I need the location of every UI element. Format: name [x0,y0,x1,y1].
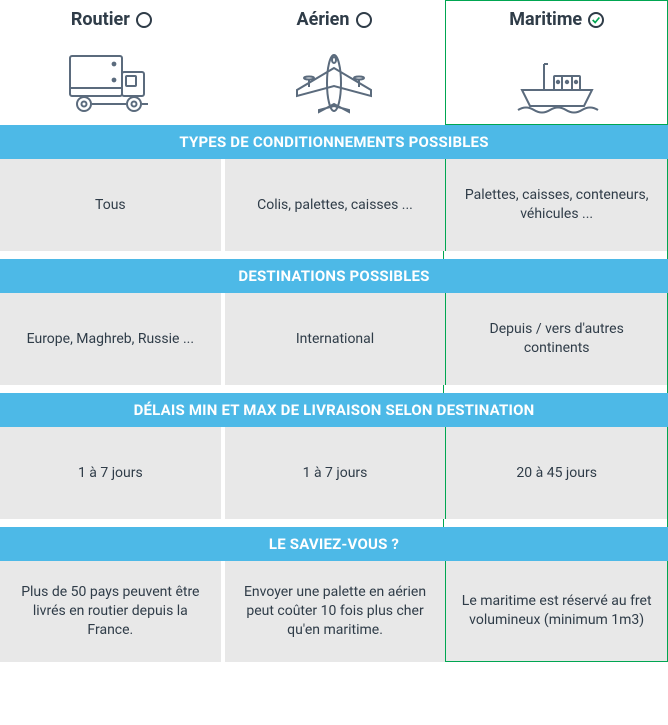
shipping-mode-comparison: Routier [0,0,668,662]
cell-aerien: 1 à 7 jours [221,427,446,519]
cell-maritime: 20 à 45 jours [445,427,668,519]
table-row: 1 à 7 jours 1 à 7 jours 20 à 45 jours [0,427,668,519]
tab-header: Maritime [509,9,604,30]
cell-aerien: Colis, palettes, caisses ... [221,159,446,251]
ship-icon [512,44,602,116]
section-header-delais: DÉLAIS MIN ET MAX DE LIVRAISON SELON DES… [0,393,668,427]
spacer [0,519,668,527]
table-row: Europe, Maghreb, Russie ... Internationa… [0,293,668,385]
cell-maritime: Le maritime est réservé au fret volumine… [445,561,668,662]
tab-header: Aérien [297,9,372,30]
tab-label: Routier [71,9,130,30]
cell-routier: Plus de 50 pays peuvent être livrés en r… [0,561,221,662]
spacer [0,251,668,259]
tab-label: Maritime [509,9,582,30]
radio-unchecked-icon [356,12,372,28]
tab-label: Aérien [297,9,350,30]
cell-routier: 1 à 7 jours [0,427,221,519]
tab-routier[interactable]: Routier [0,0,223,125]
cell-routier: Tous [0,159,221,251]
tabs-row: Routier [0,0,668,125]
table-row: Plus de 50 pays peuvent être livrés en r… [0,561,668,662]
tab-aerien[interactable]: Aérien [223,0,446,125]
truck-icon [66,44,156,116]
radio-unchecked-icon [136,12,152,28]
section-header-saviezvous: LE SAVIEZ-VOUS ? [0,527,668,561]
cell-maritime: Palettes, caisses, conteneurs, véhicules… [445,159,668,251]
cell-aerien: International [221,293,446,385]
section-header-conditionnements: TYPES DE CONDITIONNEMENTS POSSIBLES [0,125,668,159]
radio-checked-icon [588,12,604,28]
table-row: Tous Colis, palettes, caisses ... Palett… [0,159,668,251]
tab-maritime[interactable]: Maritime [445,0,668,125]
cell-routier: Europe, Maghreb, Russie ... [0,293,221,385]
cell-maritime: Depuis / vers d'autres continents [445,293,668,385]
tab-header: Routier [71,9,152,30]
airplane-icon [289,44,379,116]
spacer [0,385,668,393]
section-header-destinations: DESTINATIONS POSSIBLES [0,259,668,293]
cell-aerien: Envoyer une palette en aérien peut coûte… [221,561,446,662]
